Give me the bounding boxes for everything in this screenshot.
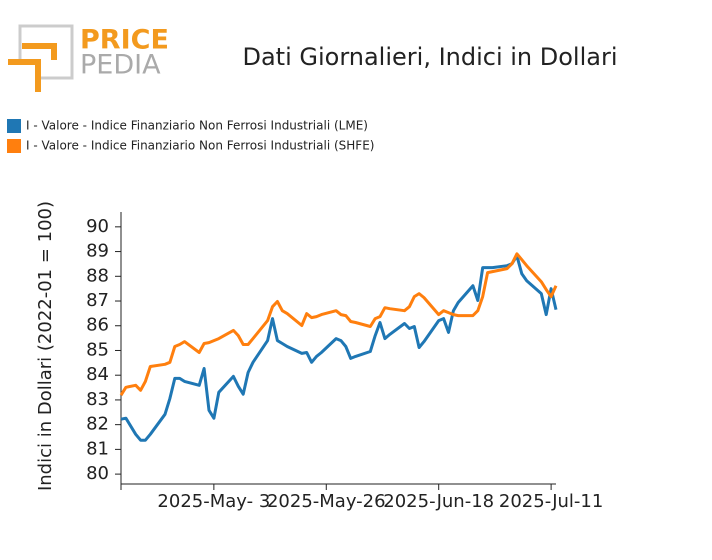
y-tick-label: 86: [86, 315, 109, 336]
y-tick-label: 84: [86, 364, 109, 385]
x-tick-label: 2025-Jun-18: [383, 491, 494, 512]
y-tick-label: 87: [86, 290, 109, 311]
logo-mark: [8, 59, 41, 92]
logo: PRICE PEDIA: [8, 24, 169, 92]
y-tick-label: 80: [86, 463, 109, 484]
legend-swatch: [7, 139, 21, 153]
y-tick-label: 83: [86, 389, 109, 410]
y-tick-label: 88: [86, 265, 109, 286]
y-tick-label: 90: [86, 216, 109, 237]
logo-text: PRICE: [80, 25, 169, 56]
chart-title: Dati Giornalieri, Indici in Dollari: [242, 43, 617, 71]
legend-swatch: [7, 119, 21, 133]
logo-frame: [18, 24, 74, 80]
legend-label: I - Valore - Indice Finanziario Non Ferr…: [26, 119, 368, 133]
logo-mark: [22, 43, 57, 60]
legend-label: I - Valore - Indice Finanziario Non Ferr…: [26, 139, 374, 153]
line-series: [120, 254, 558, 442]
y-tick-label: 82: [86, 414, 109, 435]
line-series: [119, 252, 558, 396]
logo-text: PEDIA: [80, 50, 161, 81]
y-axis-label: Indici in Dollari (2022-01 = 100): [35, 201, 56, 491]
y-tick-label: 89: [86, 241, 109, 262]
y-tick-label: 81: [86, 438, 109, 459]
x-tick-label: 2025-May- 3: [157, 491, 270, 512]
y-tick-label: 85: [86, 339, 109, 360]
x-tick-label: 2025-Jul-11: [499, 491, 603, 512]
x-tick-label: 2025-May-26: [267, 491, 386, 512]
